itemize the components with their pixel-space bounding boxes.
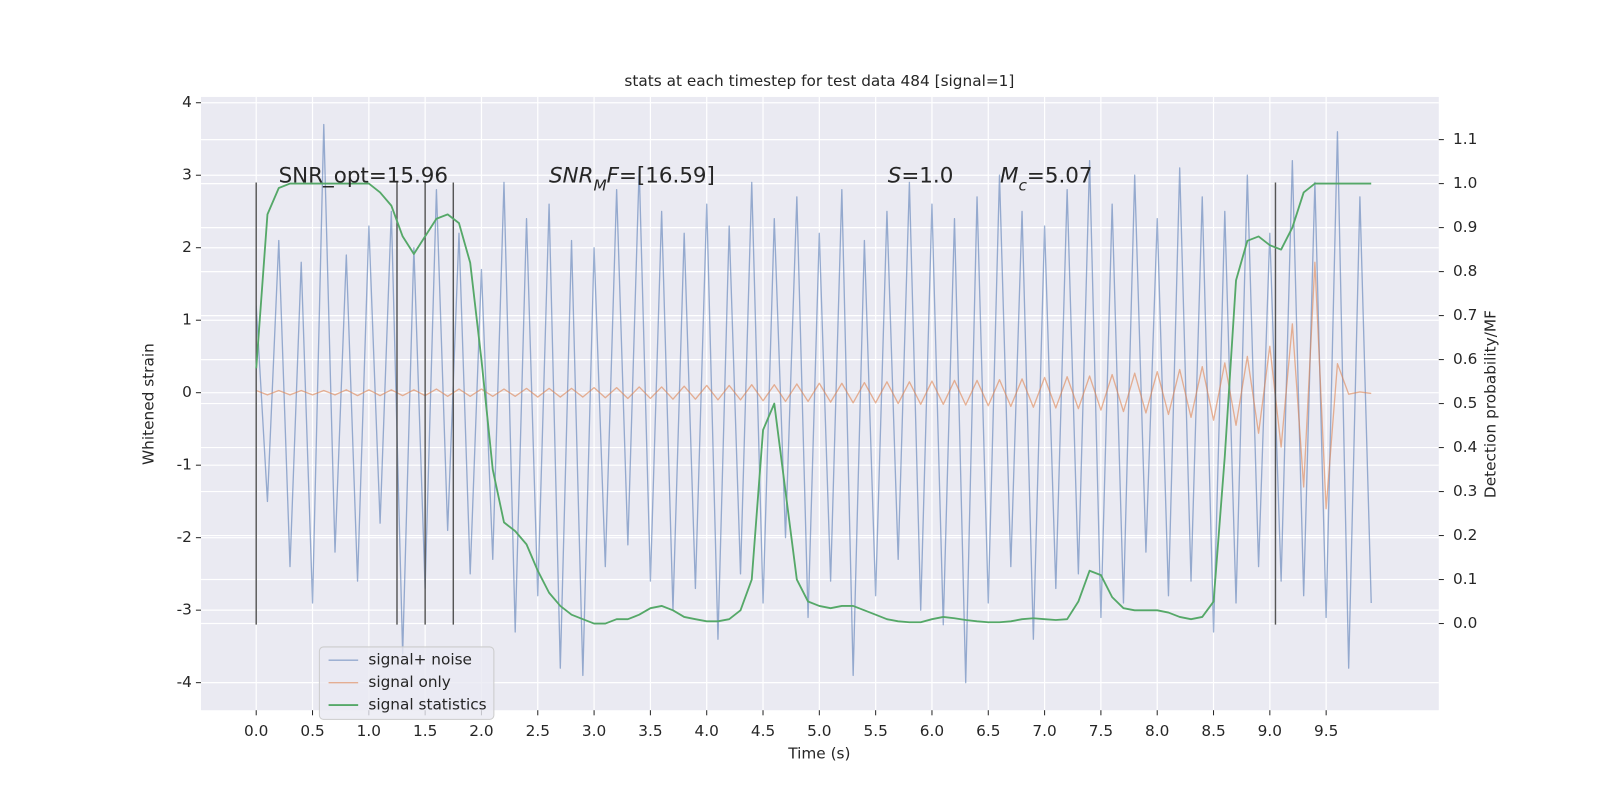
y2-tick-label: 1.1 [1453,130,1477,148]
y-axis-label: Whitened strain [139,343,157,465]
x-tick-label: 6.0 [920,722,944,740]
y2-tick-label: 0.7 [1453,306,1477,324]
annotation-part: =[16.59] [619,164,715,189]
legend-box [318,646,495,720]
x-tick-label: 1.0 [357,722,381,740]
x-tick-label: 9.5 [1314,722,1338,740]
y2-tick-label: 0.6 [1453,350,1477,368]
y-tick-label: -3 [177,601,192,619]
y2-tick-label: 0.8 [1453,262,1477,280]
y2-tick-label: 0.9 [1453,218,1477,236]
y-tick-label: -4 [177,673,192,691]
y2-axis-label: Detection probability/MF [1481,310,1499,498]
series-line [255,123,1372,684]
annotation: S=1.0 [888,164,954,189]
x-tick-label: 9.0 [1258,722,1282,740]
x-tick-label: 4.5 [751,722,775,740]
y-tick-label: 4 [182,93,192,111]
legend-label: signal+ noise [368,651,472,669]
y-tick-label: 0 [182,383,192,401]
x-tick-label: 7.0 [1032,722,1056,740]
annotation: SNRMF=[16.59] [549,164,715,195]
y-tick-label: -2 [177,528,192,546]
chart-title: stats at each timestep for test data 484… [624,72,1014,90]
x-tick-label: 1.5 [413,722,437,740]
annotation-part: c [1018,176,1027,194]
x-tick-label: 5.5 [863,722,887,740]
series-line [255,182,1372,625]
annotation-part: M [593,176,606,194]
y-tick-label: -1 [177,456,192,474]
x-tick-label: 5.0 [807,722,831,740]
x-tick-label: 3.0 [582,722,606,740]
y2-tick-label: 0.4 [1453,438,1477,456]
x-tick-label: 2.0 [469,722,493,740]
y2-tick-label: 0.5 [1453,394,1477,412]
annotation-part: SNR_opt=15.96 [279,164,448,189]
annotation: Mc=5.07 [1000,164,1093,195]
y2-tick-label: 0.0 [1453,614,1477,632]
y2-tick-label: 0.3 [1453,482,1477,500]
y2-tick-label: 1.0 [1453,174,1477,192]
annotation: SNR_opt=15.96 [279,164,448,189]
x-tick-label: 7.5 [1089,722,1113,740]
x-tick-label: 0.5 [300,722,324,740]
x-tick-label: 8.0 [1145,722,1169,740]
annotation-part: M [1000,164,1018,189]
x-tick-label: 2.5 [526,722,550,740]
legend-label: signal only [368,673,450,691]
y-tick-label: 2 [182,238,192,256]
x-tick-label: 8.5 [1201,722,1225,740]
x-axis-label: Time (s) [787,745,850,763]
x-tick-label: 6.5 [976,722,1000,740]
x-tick-label: 3.5 [638,722,662,740]
y-tick-label: 3 [182,166,192,184]
legend-label: signal statistics [368,696,486,714]
x-tick-label: 4.0 [695,722,719,740]
y2-tick-label: 0.2 [1453,526,1477,544]
annotation-part: S [888,164,902,189]
annotation-part: =1.0 [901,164,953,189]
series-line [255,261,1372,510]
annotation-part: SNR [549,164,593,189]
y-tick-label: 1 [182,311,192,329]
annotation-part: F [607,164,620,189]
x-tick-label: 0.0 [244,722,268,740]
annotation-part: =5.07 [1027,164,1093,189]
y2-tick-label: 0.1 [1453,570,1477,588]
